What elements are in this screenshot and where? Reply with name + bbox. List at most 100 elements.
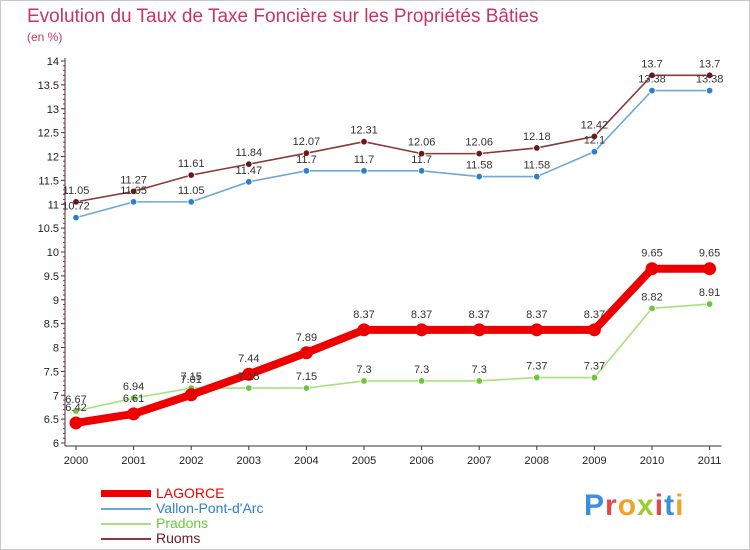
x-tick-label: 2006 bbox=[409, 455, 433, 467]
data-point-ruoms bbox=[417, 149, 426, 158]
data-label-ruoms: 12.06 bbox=[408, 137, 436, 149]
data-point-pradons bbox=[705, 300, 714, 308]
data-label-lagorce: 8.37 bbox=[584, 309, 605, 321]
data-label-pradons: 6.94 bbox=[123, 381, 144, 393]
x-tick-label: 2001 bbox=[121, 455, 145, 467]
logo-letter: i bbox=[654, 489, 665, 522]
data-point-lagorce bbox=[415, 323, 429, 337]
data-point-vallon-pont-d-arc bbox=[360, 167, 368, 175]
y-tick-label: 8.5 bbox=[44, 319, 59, 331]
proxiti-logo: Proxiti bbox=[584, 489, 684, 523]
chart-subtitle: (en %) bbox=[27, 30, 63, 44]
series-line-vallon-pont-d-arc bbox=[75, 89, 711, 219]
data-label-vallon-pont-d-arc: 11.58 bbox=[466, 160, 493, 172]
y-tick-label: 7 bbox=[53, 390, 59, 402]
legend-item-lagorce: LAGORCE bbox=[101, 486, 401, 501]
x-tick-label: 2008 bbox=[525, 455, 549, 467]
series-line-pradons bbox=[75, 303, 711, 412]
logo-letter: r bbox=[605, 489, 618, 522]
y-tick-label: 9.5 bbox=[44, 271, 59, 283]
x-tick-label: 2003 bbox=[237, 455, 261, 467]
chart-title: Evolution du Taux de Taxe Foncière sur l… bbox=[27, 6, 539, 27]
y-tick-label: 12 bbox=[47, 152, 59, 164]
data-point-ruoms bbox=[533, 144, 541, 152]
data-label-pradons: 7.15 bbox=[296, 371, 317, 383]
legend-label-vallon-pont-d-arc: Vallon-Pont-d'Arc bbox=[156, 500, 264, 516]
data-point-vallon-pont-d-arc bbox=[590, 148, 599, 156]
data-point-ruoms bbox=[245, 160, 253, 168]
y-tick-label: 13 bbox=[47, 104, 59, 116]
legend-swatch-vallon-pont-d-arc bbox=[101, 507, 151, 510]
data-label-ruoms: 12.07 bbox=[293, 136, 321, 148]
data-point-pradons bbox=[590, 373, 599, 382]
legend-swatch-pradons bbox=[101, 522, 151, 525]
y-tick-label: 13.5 bbox=[38, 80, 59, 92]
data-label-pradons: 8.82 bbox=[641, 291, 662, 303]
data-point-ruoms bbox=[129, 187, 138, 196]
y-tick-label: 8 bbox=[53, 343, 59, 355]
logo-letter: i bbox=[675, 489, 685, 522]
logo-letter: P bbox=[584, 489, 606, 522]
data-label-pradons: 7.15 bbox=[238, 371, 259, 383]
data-point-ruoms bbox=[705, 71, 714, 80]
data-label-lagorce: 9.65 bbox=[641, 248, 662, 260]
data-point-vallon-pont-d-arc bbox=[245, 178, 253, 186]
y-tick-label: 10.5 bbox=[38, 223, 59, 235]
x-tick-label: 2004 bbox=[294, 455, 318, 467]
data-point-ruoms bbox=[187, 171, 195, 179]
data-point-pradons bbox=[129, 394, 138, 402]
data-point-lagorce bbox=[472, 323, 486, 337]
data-point-vallon-pont-d-arc bbox=[302, 167, 311, 175]
y-tick-label: 10 bbox=[47, 247, 59, 259]
data-label-lagorce: 7.89 bbox=[296, 332, 317, 344]
axes: 6 6.5 7 7.5 8 8.5 9 9.5 10 10.5 11 11.5 12 12.5 13 13.5… bbox=[38, 56, 722, 467]
x-tick-label: 2009 bbox=[582, 455, 606, 467]
data-label-ruoms: 13.7 bbox=[641, 58, 662, 70]
data-point-pradons bbox=[72, 407, 80, 415]
legend-item-vallon-pont-d-arc: Vallon-Pont-d'Arc bbox=[101, 501, 401, 516]
data-label-pradons: 7.37 bbox=[584, 361, 605, 373]
legend-item-pradons: Pradons bbox=[101, 516, 401, 531]
data-label-ruoms: 11.61 bbox=[178, 158, 205, 170]
data-point-ruoms bbox=[72, 198, 80, 206]
data-label-pradons: 7.15 bbox=[180, 371, 201, 383]
data-label-lagorce: 7.01 bbox=[180, 374, 201, 386]
y-tick-label: 9 bbox=[53, 295, 59, 307]
data-point-vallon-pont-d-arc bbox=[648, 86, 656, 95]
logo-letter: o bbox=[617, 489, 638, 522]
data-point-ruoms bbox=[590, 132, 599, 141]
data-label-lagorce: 9.65 bbox=[699, 248, 720, 260]
y-tick-label: 6 bbox=[53, 438, 59, 450]
data-label-ruoms: 12.42 bbox=[581, 119, 609, 131]
logo-letter: t bbox=[664, 489, 676, 522]
x-tick-label: 2011 bbox=[698, 455, 722, 467]
logo-letter: x bbox=[637, 489, 655, 522]
x-tick-label: 2010 bbox=[640, 455, 664, 467]
data-label-pradons: 7.37 bbox=[526, 361, 547, 373]
legend-swatch-lagorce bbox=[101, 490, 151, 497]
legend-label-pradons: Pradons bbox=[156, 515, 209, 531]
legend-swatch-ruoms bbox=[101, 537, 151, 540]
data-label-lagorce: 8.37 bbox=[468, 309, 489, 321]
data-label-vallon-pont-d-arc: 11.05 bbox=[178, 185, 205, 197]
data-point-ruoms bbox=[302, 149, 311, 157]
y-tick-label: 14 bbox=[47, 56, 59, 68]
data-label-vallon-pont-d-arc: 11.47 bbox=[235, 165, 262, 177]
data-label-ruoms: 11.27 bbox=[120, 174, 147, 186]
data-label-ruoms: 11.05 bbox=[63, 185, 90, 197]
data-label-vallon-pont-d-arc: 11.7 bbox=[354, 154, 375, 166]
data-point-ruoms bbox=[475, 149, 483, 158]
series-lines bbox=[72, 74, 714, 427]
data-label-vallon-pont-d-arc: 10.72 bbox=[62, 201, 90, 213]
data-point-lagorce bbox=[703, 262, 717, 276]
series-line-lagorce bbox=[72, 264, 714, 427]
data-point-vallon-pont-d-arc bbox=[417, 167, 426, 175]
data-point-lagorce bbox=[587, 323, 601, 337]
data-label-pradons: 8.91 bbox=[699, 287, 720, 299]
data-label-vallon-pont-d-arc: 11.7 bbox=[411, 154, 432, 166]
series-line-ruoms bbox=[75, 74, 711, 203]
data-label-vallon-pont-d-arc: 11.58 bbox=[523, 160, 550, 172]
data-point-ruoms bbox=[648, 71, 656, 80]
y-tick-label: 11.5 bbox=[38, 175, 59, 187]
